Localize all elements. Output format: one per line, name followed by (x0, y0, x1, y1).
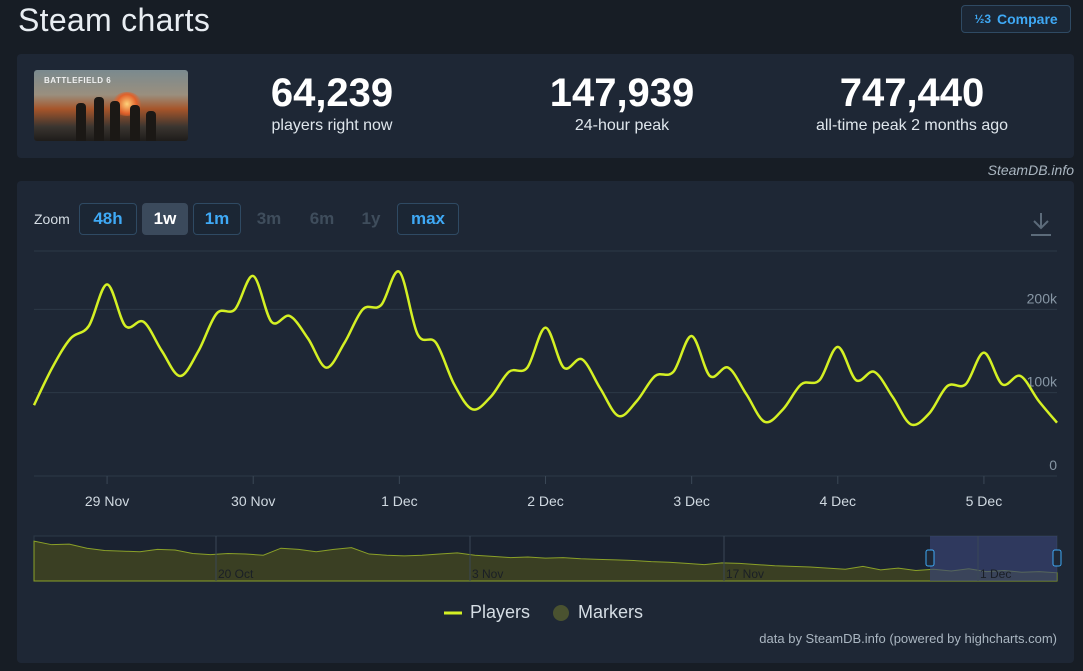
navigator-tick-label: 20 Oct (218, 567, 254, 581)
y-tick-label: 100k (1027, 374, 1058, 390)
legend-players[interactable]: Players (444, 602, 530, 623)
player-chart[interactable]: 0 100k 200k 29 Nov 30 Nov 1 Dec 2 Dec 3 Dec 4 De… (17, 181, 1074, 663)
x-tick-label: 5 Dec (966, 493, 1003, 509)
stat-label: all-time peak 2 months ago (815, 117, 1009, 134)
y-tick-label: 0 (1049, 457, 1057, 473)
navigator-right-handle (1052, 549, 1062, 567)
soldier-figure (76, 103, 86, 141)
navigator-tick-label: 1 Dec (980, 567, 1011, 581)
legend-line-icon (444, 611, 462, 614)
steamdb-credit[interactable]: SteamDB.info (987, 162, 1074, 178)
navigator-left-handle (925, 549, 935, 567)
soldier-figure (146, 111, 156, 141)
legend-markers-label: Markers (578, 602, 644, 622)
zoom-1y-button: 1y (361, 209, 381, 228)
zoom-1m-button[interactable]: 1m (193, 203, 241, 235)
stat-value: 64,239 (270, 71, 394, 115)
x-tick-label: 2 Dec (527, 493, 564, 509)
zoom-1w-button[interactable]: 1w (142, 203, 188, 235)
page-title: Steam charts (18, 2, 211, 38)
x-tick-label: 1 Dec (381, 493, 418, 509)
soldier-figure (130, 105, 140, 141)
soldier-figure (94, 97, 104, 141)
navigator-area (33, 540, 1058, 582)
x-tick-label: 30 Nov (231, 493, 275, 509)
x-tick-label: 29 Nov (85, 493, 129, 509)
y-tick-label: 200k (1027, 290, 1058, 306)
stat-label: players right now (271, 117, 393, 134)
stat-current-players: 64,239 players right now (232, 70, 432, 136)
zoom-6m-button: 6m (309, 209, 335, 228)
stat-value: 147,939 (549, 71, 695, 115)
chart-footer-credit[interactable]: data by SteamDB.info (powered by highcha… (759, 631, 1057, 646)
chart-panel: Zoom 48h 1w 1m 3m 6m 1y max 0 100k 200k 29 … (17, 181, 1074, 663)
legend-players-label: Players (470, 602, 531, 622)
navigator-selection (930, 536, 1057, 581)
x-tick-label: 3 Dec (673, 493, 710, 509)
legend-marker-icon (553, 604, 569, 621)
compare-label: Compare (997, 11, 1058, 27)
stat-all-time-peak: 747,440 all-time peak 2 months ago (792, 70, 1032, 136)
stat-24h-peak: 147,939 24-hour peak (522, 70, 722, 136)
stats-panel: BATTLEFIELD 6 64,239 players right now 1… (17, 54, 1074, 158)
zoom-label: Zoom (34, 211, 70, 227)
compare-button[interactable]: ½3 Compare (961, 5, 1071, 33)
download-icon[interactable] (1030, 211, 1052, 237)
navigator-tick-label: 3 Nov (472, 567, 503, 581)
legend-markers[interactable]: Markers (552, 602, 643, 623)
game-cover-image[interactable]: BATTLEFIELD 6 (34, 70, 188, 141)
game-logo-text: BATTLEFIELD 6 (44, 76, 112, 85)
fraction-icon: ½3 (974, 12, 991, 26)
navigator-tick-label: 17 Nov (726, 567, 764, 581)
stat-value: 747,440 (839, 71, 985, 115)
players-series-line (32, 270, 1058, 427)
zoom-3m-button: 3m (256, 209, 282, 228)
zoom-48h-button[interactable]: 48h (79, 203, 137, 235)
soldier-figure (110, 101, 120, 141)
stat-label: 24-hour peak (574, 117, 670, 134)
zoom-max-button[interactable]: max (397, 203, 459, 235)
x-tick-label: 4 Dec (819, 493, 856, 509)
